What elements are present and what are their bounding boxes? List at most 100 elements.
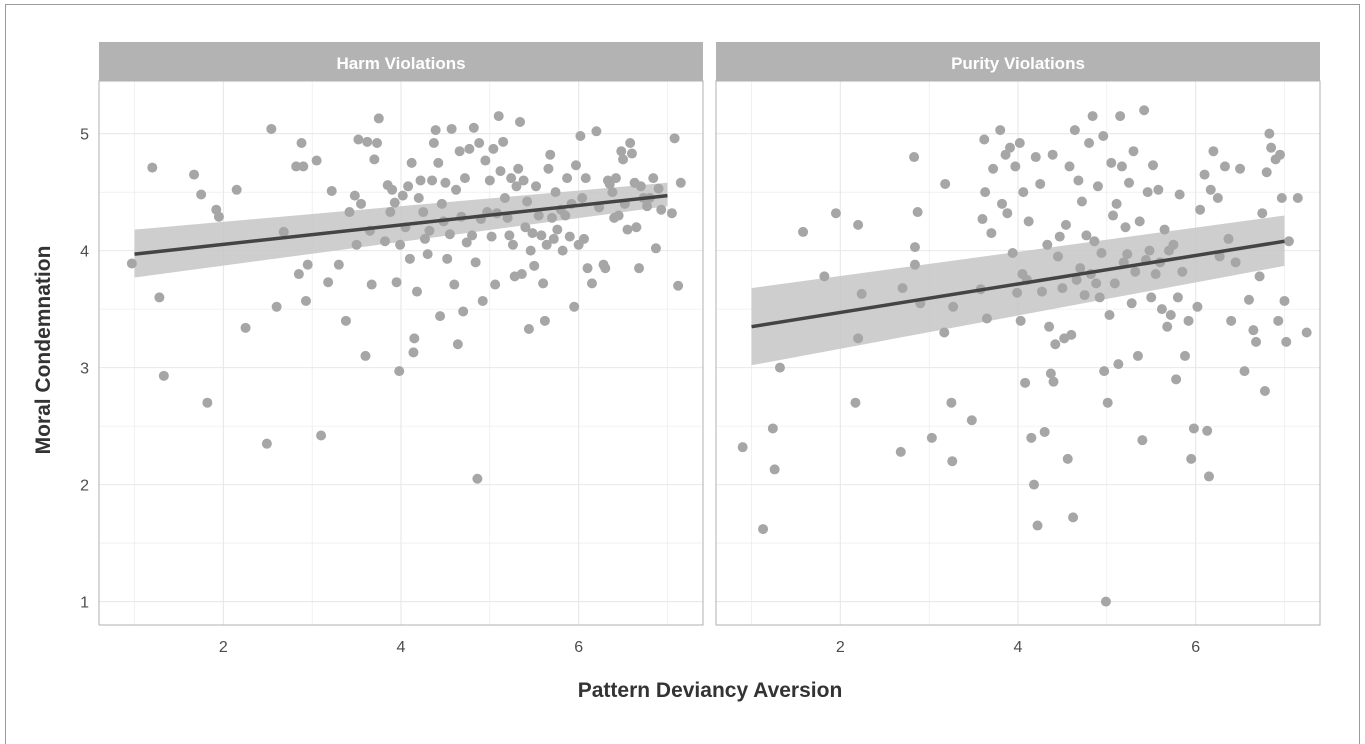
data-point [1239, 366, 1250, 377]
data-point [202, 397, 213, 408]
data-point [673, 280, 684, 291]
data-point [1171, 374, 1182, 385]
data-point [1050, 339, 1061, 350]
data-point [1075, 263, 1086, 274]
data-point [1179, 350, 1190, 361]
data-point [424, 225, 435, 236]
data-point [316, 430, 327, 441]
data-point [522, 196, 533, 207]
data-point [291, 161, 302, 172]
data-point [525, 245, 536, 256]
data-point [895, 446, 906, 457]
data-point [520, 222, 531, 233]
data-point [422, 249, 433, 260]
data-point [1048, 376, 1059, 387]
data-point [1035, 178, 1046, 189]
data-point [618, 154, 629, 165]
data-point [1026, 432, 1037, 443]
data-point [1126, 298, 1137, 309]
data-point [395, 239, 406, 250]
data-point [1219, 161, 1230, 172]
data-point [1168, 239, 1179, 250]
data-point [373, 113, 384, 124]
data-point [403, 181, 414, 192]
data-point [428, 138, 439, 149]
data-point [1153, 184, 1164, 195]
y-tick-label: 2 [80, 478, 89, 495]
data-point [562, 173, 573, 184]
data-point [459, 173, 470, 184]
data-point [409, 333, 420, 344]
data-point [323, 277, 334, 288]
data-point [1064, 161, 1075, 172]
data-point [1044, 321, 1055, 332]
data-point [387, 184, 398, 195]
data-point [926, 432, 937, 443]
data-point [979, 134, 990, 145]
data-point [819, 271, 830, 282]
data-point [1102, 397, 1113, 408]
data-point [452, 339, 463, 350]
data-point [464, 143, 475, 154]
data-point [480, 155, 491, 166]
data-point [853, 219, 864, 230]
data-point [435, 311, 446, 322]
data-point [495, 166, 506, 177]
data-point [1156, 304, 1167, 315]
data-point [442, 253, 453, 264]
data-point [1111, 198, 1122, 209]
data-point [1159, 224, 1170, 235]
data-point [413, 192, 424, 203]
data-point [344, 207, 355, 218]
data-point [548, 233, 559, 244]
data-point [1069, 125, 1080, 136]
data-point [1264, 128, 1275, 139]
data-point [1104, 309, 1115, 320]
data-point [493, 111, 504, 122]
data-point [1100, 596, 1111, 607]
data-point [1106, 157, 1117, 168]
data-point [369, 154, 380, 165]
data-point [458, 306, 469, 317]
data-point [147, 162, 158, 173]
data-point [666, 208, 677, 219]
data-point [940, 178, 951, 189]
data-point [1259, 386, 1270, 397]
data-point [1060, 219, 1071, 230]
data-point [389, 197, 400, 208]
data-point [1134, 216, 1145, 227]
data-point [1243, 294, 1254, 305]
data-point [360, 350, 371, 361]
x-tick-label: 6 [1191, 639, 1200, 656]
data-point [461, 237, 472, 248]
data-point [774, 362, 785, 373]
data-point [1273, 315, 1284, 326]
data-point [1039, 426, 1050, 437]
data-point [502, 212, 513, 223]
data-point [1212, 192, 1223, 203]
data-point [1052, 251, 1063, 262]
data-point [564, 231, 575, 242]
x-tick-label: 2 [219, 639, 228, 656]
data-point [1012, 287, 1023, 298]
data-point [1122, 249, 1133, 260]
data-point [126, 258, 137, 269]
fit-layer [134, 193, 668, 256]
data-point [1186, 453, 1197, 464]
data-point [436, 198, 447, 209]
x-tick-labels: 2 4 6 [836, 639, 1200, 656]
data-point [1068, 512, 1079, 523]
panel-purity: Purity Violations 2 4 6 [715, 42, 1321, 656]
data-point [909, 152, 920, 163]
data-point [1014, 138, 1025, 149]
data-point [446, 123, 457, 134]
data-point [1235, 163, 1246, 174]
data-point [1113, 359, 1124, 370]
data-point [1023, 216, 1034, 227]
data-point [966, 415, 977, 426]
data-point [366, 279, 377, 290]
data-point [1139, 105, 1150, 116]
data-point [356, 198, 367, 209]
data-point [830, 208, 841, 219]
data-point [427, 175, 438, 186]
